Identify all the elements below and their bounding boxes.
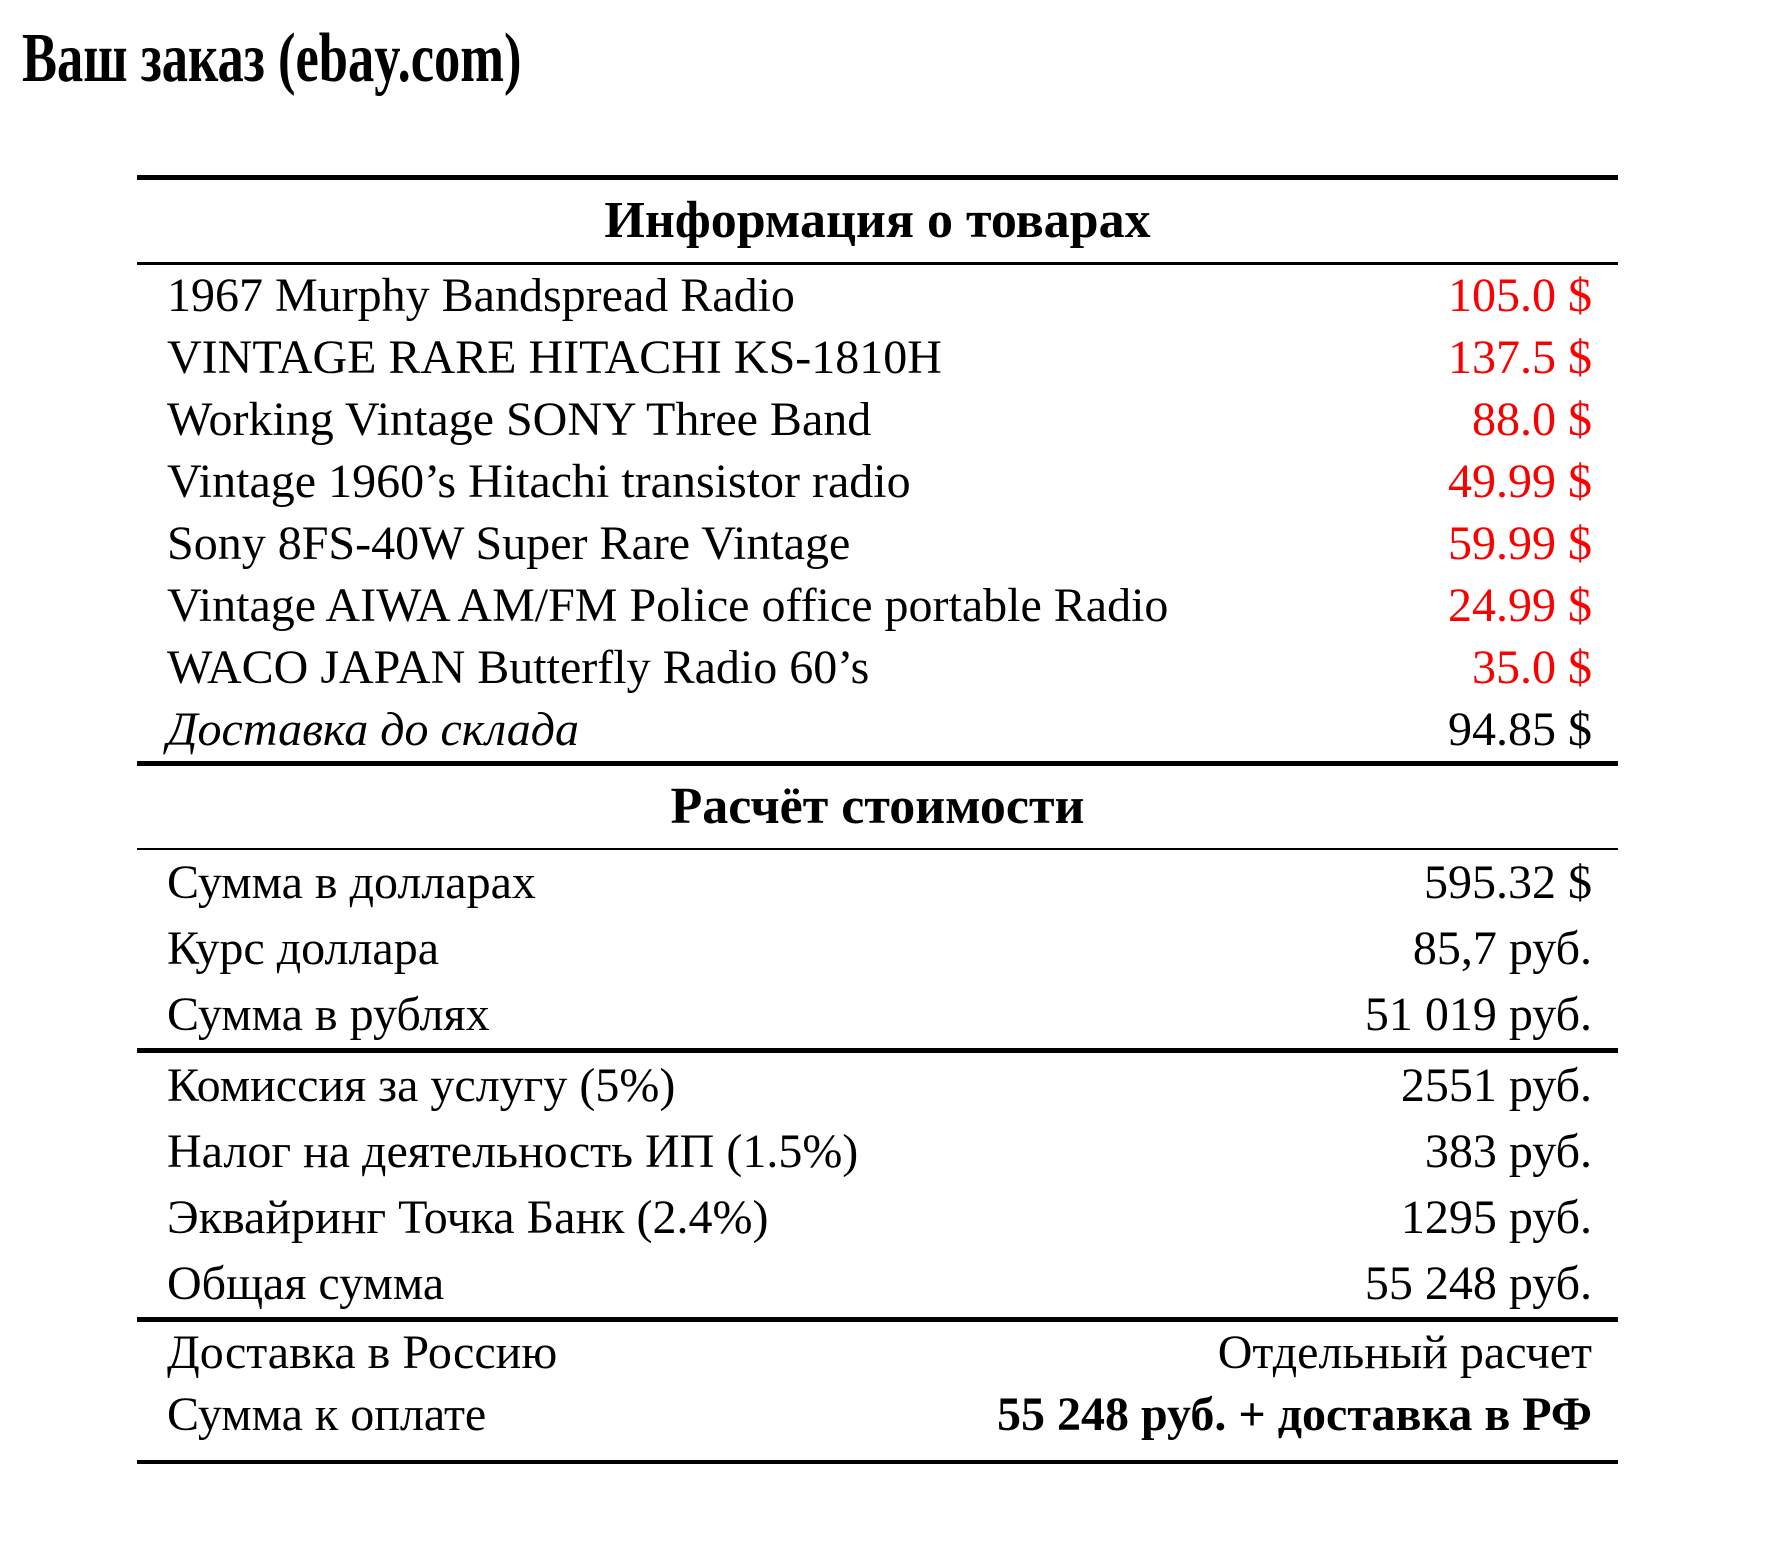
shipping-label: Доставка в Россию — [167, 1326, 558, 1379]
calc-label: Курс доллара — [167, 922, 440, 975]
product-row: Working Vintage SONY Three Band 88.0 $ — [137, 389, 1618, 451]
product-name: Vintage 1960’s Hitachi transistor radio — [167, 455, 911, 508]
subtotal-bottom-rule — [137, 1048, 1618, 1053]
product-row: 1967 Murphy Bandspread Radio 105.0 $ — [137, 265, 1618, 327]
product-row: WACO JAPAN Butterfly Radio 60’s 35.0 $ — [137, 637, 1618, 699]
product-name: Доставка до склада — [167, 703, 579, 756]
cost-section-header: Расчёт стоимости — [670, 778, 1085, 835]
payment-block: Доставка в Россию Отдельный расчет Сумма… — [137, 1322, 1618, 1460]
fee-value: 1295 руб. — [1400, 1191, 1592, 1244]
fee-label: Налог на деятельность ИП (1.5%) — [167, 1125, 859, 1178]
product-name: Working Vintage SONY Three Band — [167, 393, 872, 446]
products-bottom-rule — [137, 761, 1618, 766]
table-top-rule — [137, 175, 1618, 180]
product-name: WACO JAPAN Butterfly Radio 60’s — [167, 641, 870, 694]
amount-due-value: 55 248 руб. + доставка в РФ — [996, 1388, 1592, 1441]
total-value: 55 248 руб. — [1364, 1257, 1592, 1310]
order-table: Информация о товарах 1967 Murphy Bandspr… — [137, 175, 1618, 1464]
fees-bottom-rule — [137, 1317, 1618, 1322]
cost-header-rule — [137, 848, 1618, 850]
product-price: 49.99 $ — [1448, 455, 1592, 508]
product-name: Sony 8FS-40W Super Rare Vintage — [167, 517, 851, 570]
fee-label: Эквайринг Точка Банк (2.4%) — [167, 1191, 769, 1244]
shipping-to-russia-row: Доставка в Россию Отдельный расчет — [137, 1322, 1618, 1384]
fee-row: Комиссия за услугу (5%) 2551 руб. — [137, 1053, 1618, 1119]
product-price: 94.85 $ — [1448, 703, 1592, 756]
table-bottom-rule — [137, 1460, 1618, 1464]
fees-block: Комиссия за услугу (5%) 2551 руб. Налог … — [137, 1053, 1618, 1317]
shipping-value: Отдельный расчет — [1217, 1326, 1592, 1379]
products-section-header: Информация о товарах — [604, 192, 1151, 249]
calc-value: 51 019 руб. — [1364, 988, 1592, 1041]
calc-row: Курс доллара 85,7 руб. — [137, 916, 1618, 982]
fee-value: 2551 руб. — [1400, 1059, 1592, 1112]
product-row-warehouse-shipping: Доставка до склада 94.85 $ — [137, 699, 1618, 761]
page-title: Ваш заказ (ebay.com) — [22, 20, 522, 97]
product-row: Vintage 1960’s Hitachi transistor radio … — [137, 451, 1618, 513]
amount-due-label: Сумма к оплате — [167, 1388, 487, 1441]
subtotal-block: Сумма в долларах 595.32 $ Курс доллара 8… — [137, 850, 1618, 1048]
products-header-rule — [137, 262, 1618, 265]
total-row: Общая сумма 55 248 руб. — [137, 1251, 1618, 1317]
total-label: Общая сумма — [167, 1257, 445, 1310]
calc-label: Сумма в рублях — [167, 988, 490, 1041]
amount-due-row: Сумма к оплате 55 248 руб. + доставка в … — [137, 1384, 1618, 1446]
calc-label: Сумма в долларах — [167, 856, 536, 909]
calc-value: 595.32 $ — [1424, 856, 1592, 909]
product-price: 24.99 $ — [1448, 579, 1592, 632]
product-price: 137.5 $ — [1448, 331, 1592, 384]
calc-value: 85,7 руб. — [1412, 922, 1592, 975]
product-row: Vintage AIWA AM/FM Police office portabl… — [137, 575, 1618, 637]
calc-row: Сумма в рублях 51 019 руб. — [137, 982, 1618, 1048]
product-price: 88.0 $ — [1472, 393, 1592, 446]
fee-label: Комиссия за услугу (5%) — [167, 1059, 676, 1112]
calc-row: Сумма в долларах 595.32 $ — [137, 850, 1618, 916]
product-name: VINTAGE RARE HITACHI KS-1810H — [167, 331, 942, 384]
product-name: Vintage AIWA AM/FM Police office portabl… — [167, 579, 1169, 632]
product-price: 59.99 $ — [1448, 517, 1592, 570]
fee-row: Эквайринг Точка Банк (2.4%) 1295 руб. — [137, 1185, 1618, 1251]
product-row: VINTAGE RARE HITACHI KS-1810H 137.5 $ — [137, 327, 1618, 389]
product-price: 35.0 $ — [1472, 641, 1592, 694]
fee-value: 383 руб. — [1424, 1125, 1592, 1178]
product-row: Sony 8FS-40W Super Rare Vintage 59.99 $ — [137, 513, 1618, 575]
products-list: 1967 Murphy Bandspread Radio 105.0 $ VIN… — [137, 265, 1618, 761]
product-name: 1967 Murphy Bandspread Radio — [167, 269, 795, 322]
product-price: 105.0 $ — [1448, 269, 1592, 322]
fee-row: Налог на деятельность ИП (1.5%) 383 руб. — [137, 1119, 1618, 1185]
